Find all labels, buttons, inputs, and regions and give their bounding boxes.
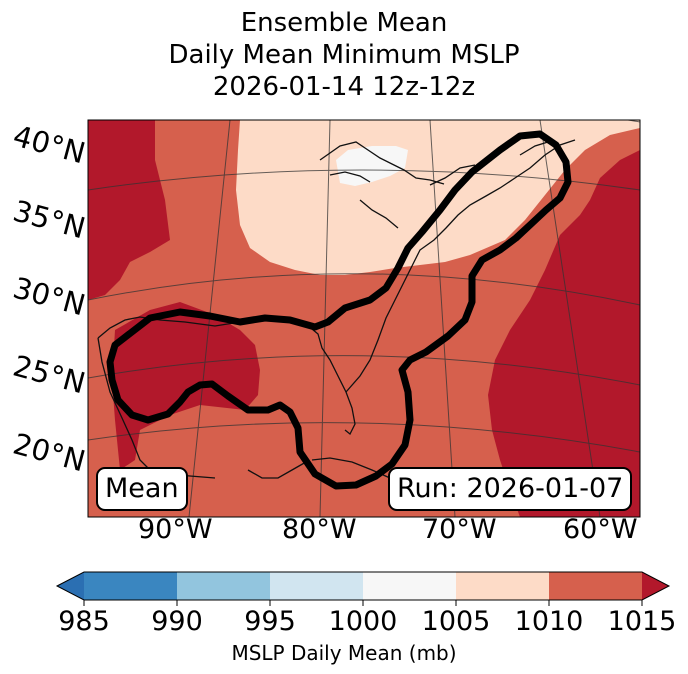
title-line-1: Ensemble Mean: [240, 8, 448, 38]
colorbar-segment-1010-1015: [549, 572, 642, 600]
mean-label-box: Mean: [96, 467, 188, 511]
pressure-field-1005-1010: [236, 120, 640, 275]
colorbar: [55, 571, 671, 606]
colorbar-segment-995-1000: [270, 572, 363, 600]
colorbar-segment-1000-1005: [363, 572, 456, 600]
pressure-field-above-1015-atlantic: [488, 150, 640, 517]
colorbar-tick-1000: 1000: [328, 606, 398, 637]
lon-label-90w: 90°W: [138, 514, 213, 545]
colorbar-tick-1005: 1005: [421, 606, 491, 637]
colorbar-tick-1010: 1010: [514, 606, 584, 637]
colorbar-extend-low: [57, 572, 84, 600]
colorbar-segment-985-990: [84, 572, 177, 600]
mslp-contour: [106, 130, 572, 490]
map-frame: [87, 119, 641, 518]
colorbar-tick-995: 995: [244, 606, 296, 637]
pressure-field-above-1015-west: [88, 120, 170, 300]
colorbar-title: MSLP Daily Mean (mb): [231, 641, 457, 665]
colorbar-tick-990: 990: [151, 606, 203, 637]
colorbar-segment-990-995: [177, 572, 270, 600]
lon-label-60w: 60°W: [563, 514, 638, 545]
lon-label-70w: 70°W: [422, 514, 497, 545]
lon-label-80w: 80°W: [282, 514, 357, 545]
pressure-field-1000-1005: [336, 146, 408, 186]
colorbar-tick-985: 985: [58, 606, 110, 637]
colorbar-tick-1015: 1015: [607, 606, 677, 637]
title-line-3: 2026-01-14 12z-12z: [212, 72, 476, 102]
pressure-field-above-1015-gulf: [112, 302, 260, 470]
title-line-2: Daily Mean Minimum MSLP: [168, 40, 520, 70]
run-label-box: Run: 2026-01-07: [388, 467, 633, 511]
colorbar-segment-1005-1010: [456, 572, 549, 600]
colorbar-extend-high: [642, 572, 669, 600]
